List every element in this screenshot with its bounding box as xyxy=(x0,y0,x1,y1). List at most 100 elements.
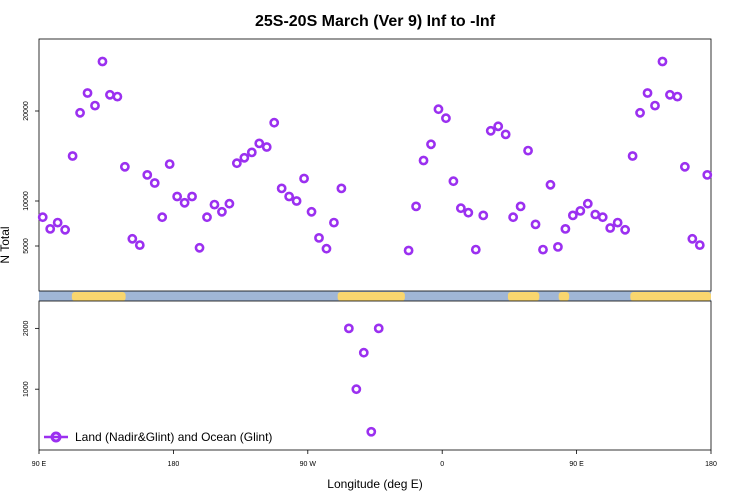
data-point xyxy=(224,198,235,209)
data-point xyxy=(119,161,130,172)
data-point xyxy=(627,151,638,161)
map-strip-land xyxy=(71,292,126,301)
data-point xyxy=(52,217,63,228)
data-point xyxy=(373,323,384,334)
data-point xyxy=(187,191,197,202)
data-point xyxy=(612,217,623,228)
data-point xyxy=(679,161,690,172)
data-point xyxy=(321,243,332,254)
data-point xyxy=(67,151,78,161)
data-point xyxy=(530,219,541,230)
data-point xyxy=(470,244,481,255)
data-point xyxy=(567,210,578,221)
data-point xyxy=(523,145,533,156)
data-point xyxy=(269,117,280,128)
y-tick-label: 2000 xyxy=(23,320,30,336)
data-point xyxy=(590,209,601,220)
legend-label: Land (Nadir&Glint) and Ocean (Glint) xyxy=(75,430,272,444)
y-tick-label: 5000 xyxy=(23,238,30,254)
data-point xyxy=(642,88,653,98)
x-axis-label: Longitude (deg E) xyxy=(327,477,422,491)
data-point xyxy=(620,224,631,235)
chart-title: 25S-20S March (Ver 9) Inf to -Inf xyxy=(255,13,496,30)
x-axis: 90 E 180 90 W 0 90 E 180 xyxy=(32,450,717,468)
data-point xyxy=(276,183,287,194)
data-point xyxy=(306,206,317,217)
x-tick-label: 90 E xyxy=(569,461,584,468)
data-point xyxy=(515,201,526,212)
data-point xyxy=(37,212,48,223)
data-point xyxy=(418,155,429,166)
x-tick-label: 90 W xyxy=(300,461,317,468)
data-point xyxy=(299,173,309,184)
data-point xyxy=(209,199,220,210)
data-point xyxy=(635,107,645,118)
data-point xyxy=(463,207,474,218)
data-point xyxy=(597,212,608,223)
map-strip-land xyxy=(337,292,405,301)
data-point xyxy=(254,138,265,149)
y-tick-label: 1000 xyxy=(23,381,30,397)
data-point xyxy=(500,129,511,140)
data-point xyxy=(560,223,571,234)
data-point xyxy=(142,169,153,180)
x-tick-label: 180 xyxy=(168,461,180,468)
data-point xyxy=(366,426,377,437)
data-point xyxy=(433,104,444,115)
data-point xyxy=(97,56,108,67)
data-point xyxy=(82,88,93,98)
data-point xyxy=(239,152,250,163)
data-point xyxy=(657,56,668,67)
data-point xyxy=(403,245,414,256)
data-point xyxy=(194,242,205,253)
data-point xyxy=(455,203,466,214)
data-point xyxy=(493,121,504,132)
map-strip-land xyxy=(558,292,570,301)
data-point xyxy=(441,113,451,124)
map-strip xyxy=(39,291,711,301)
lower-panel-frame xyxy=(38,300,712,451)
x-tick-label: 0 xyxy=(440,461,444,468)
data-point xyxy=(478,210,489,221)
map-strip-land xyxy=(507,292,540,301)
data-point xyxy=(358,347,369,358)
data-point xyxy=(291,196,302,206)
data-point xyxy=(75,107,85,118)
x-tick-label: 180 xyxy=(705,461,717,468)
data-point xyxy=(329,217,339,228)
data-point xyxy=(231,158,242,169)
data-points xyxy=(37,56,713,437)
data-point xyxy=(112,91,123,102)
data-point xyxy=(336,183,347,194)
upper-panel-frame xyxy=(38,38,712,292)
lower-panel: 1000 2000 xyxy=(23,300,712,451)
data-point xyxy=(164,159,175,169)
data-point xyxy=(351,384,362,395)
data-point xyxy=(45,223,56,234)
x-tick-label: 90 E xyxy=(32,461,47,468)
legend: Land (Nadir&Glint) and Ocean (Glint) xyxy=(44,430,272,444)
data-point xyxy=(687,233,698,244)
data-point xyxy=(343,323,354,334)
data-point xyxy=(60,224,71,235)
data-point xyxy=(157,212,168,223)
data-point xyxy=(105,89,115,100)
data-point xyxy=(575,205,586,216)
data-point xyxy=(694,240,705,250)
y-tick-label: 20000 xyxy=(23,101,30,121)
data-point xyxy=(448,176,459,187)
data-point xyxy=(134,240,145,250)
data-point xyxy=(217,206,227,217)
data-point xyxy=(172,191,183,202)
data-point xyxy=(149,178,160,188)
y-tick-label: 10000 xyxy=(23,191,30,211)
data-point xyxy=(582,198,593,209)
data-point xyxy=(650,100,660,111)
data-point xyxy=(702,169,713,180)
data-point xyxy=(672,91,683,102)
data-point xyxy=(426,139,436,150)
data-point xyxy=(508,212,519,223)
data-point xyxy=(605,223,616,233)
data-point xyxy=(665,89,675,100)
data-point xyxy=(246,147,257,158)
